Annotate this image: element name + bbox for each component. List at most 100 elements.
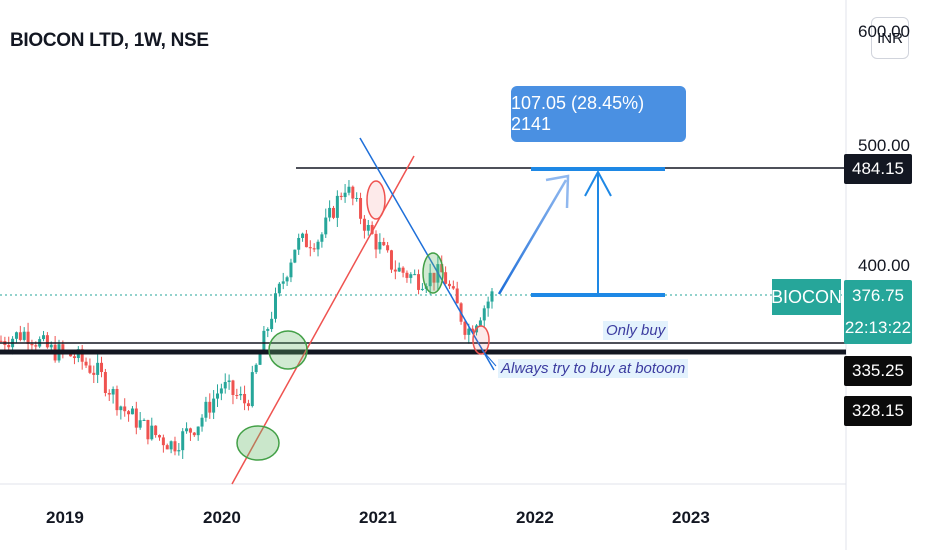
candle-body	[490, 291, 494, 302]
candle-body	[30, 343, 34, 346]
measure-arrow-head	[584, 169, 612, 197]
candle-body	[26, 331, 30, 344]
candle-body	[231, 380, 235, 395]
candle-body	[103, 372, 107, 393]
candle-body	[451, 286, 455, 289]
candle-body	[463, 321, 467, 335]
measure-label[interactable]: 107.05 (28.45%) 2141	[511, 86, 686, 142]
support-price-tag-2: 328.15	[844, 396, 912, 426]
candle-body	[185, 428, 189, 432]
candle-body	[188, 428, 192, 433]
candle-body	[84, 361, 88, 366]
candle-body	[293, 249, 297, 263]
candle-body	[281, 281, 285, 284]
candle-body	[386, 245, 390, 251]
projection-arrow-head	[545, 174, 570, 209]
candle-body	[177, 450, 181, 452]
candle-body	[405, 272, 409, 278]
candle-body	[119, 406, 123, 411]
candle-body	[158, 435, 162, 438]
candle-body	[115, 388, 119, 411]
candle-body	[243, 393, 247, 404]
candle-body	[146, 419, 150, 440]
candle-body	[34, 345, 38, 347]
projection-arrow	[497, 179, 568, 295]
candle-body	[393, 269, 397, 272]
candle-body	[297, 237, 301, 250]
candle-body	[227, 380, 231, 383]
candle-body	[161, 437, 165, 446]
candle-body	[397, 267, 401, 272]
candle-body	[277, 283, 281, 294]
x-tick-2021: 2021	[359, 508, 397, 527]
candle-body	[447, 283, 451, 287]
candle-body	[192, 432, 196, 436]
candle-body	[486, 301, 490, 309]
green-ellipse-breakout	[268, 330, 308, 370]
candle-body	[130, 408, 134, 415]
candle-body	[374, 233, 378, 250]
candle-body	[355, 197, 359, 199]
candle-body	[208, 401, 212, 413]
red-ellipse-bottom	[472, 325, 490, 355]
candle-body	[420, 288, 424, 290]
candle-body	[204, 401, 208, 418]
chart-title: BIOCON LTD, 1W, NSE	[10, 30, 209, 51]
candle-body	[42, 335, 46, 340]
candle-body	[409, 274, 413, 278]
y-tick-600: 600.00	[858, 22, 910, 41]
resistance-price-tag: 484.15	[844, 154, 912, 184]
currency-button[interactable]: INR	[871, 17, 909, 59]
candle-body	[142, 419, 146, 421]
candle-body	[45, 335, 49, 348]
candle-body	[92, 372, 96, 375]
candle-body	[212, 398, 216, 413]
x-tick-2023: 2023	[672, 508, 710, 527]
candle-body	[382, 241, 386, 246]
candle-body	[482, 308, 486, 321]
candle-body	[324, 217, 328, 235]
candle-body	[107, 392, 111, 395]
symbol-tag: BIOCON	[771, 279, 842, 315]
candles	[0, 180, 494, 459]
x-tick-2019: 2019	[46, 508, 84, 527]
candle-body	[80, 349, 84, 362]
candle-body	[359, 197, 363, 219]
support-price-tag-1: 335.25	[844, 356, 912, 386]
candle-body	[200, 417, 204, 427]
candle-body	[22, 331, 26, 340]
candle-body	[138, 420, 142, 428]
candle-body	[320, 234, 324, 242]
candle-body	[366, 224, 370, 231]
green-ellipse-bottom	[236, 425, 280, 461]
candle-body	[150, 425, 154, 440]
candle-body	[304, 233, 308, 248]
candle-body	[169, 441, 173, 450]
candle-body	[154, 425, 158, 436]
candle-body	[467, 328, 471, 335]
candle-body	[428, 272, 432, 287]
countdown-tag: 22:13:22	[844, 312, 912, 344]
blue-trendline	[359, 137, 495, 371]
candle-body	[127, 411, 131, 415]
candle-body	[331, 207, 335, 218]
candle-body	[173, 441, 177, 452]
candle-body	[471, 328, 475, 333]
candle-body	[444, 272, 448, 284]
candle-body	[123, 406, 127, 412]
candle-body	[49, 344, 53, 348]
candle-body	[343, 192, 347, 198]
candle-body	[100, 362, 104, 373]
candle-body	[219, 388, 223, 394]
green-ellipse-retest	[422, 252, 444, 294]
candle-body	[246, 403, 250, 407]
candle-body	[301, 233, 305, 238]
candle-body	[308, 247, 312, 249]
candle-body	[18, 332, 22, 340]
x-tick-2022: 2022	[516, 508, 554, 527]
candle-body	[223, 382, 227, 389]
candle-body	[417, 274, 421, 290]
candle-body	[273, 293, 277, 319]
candle-body	[165, 445, 169, 450]
